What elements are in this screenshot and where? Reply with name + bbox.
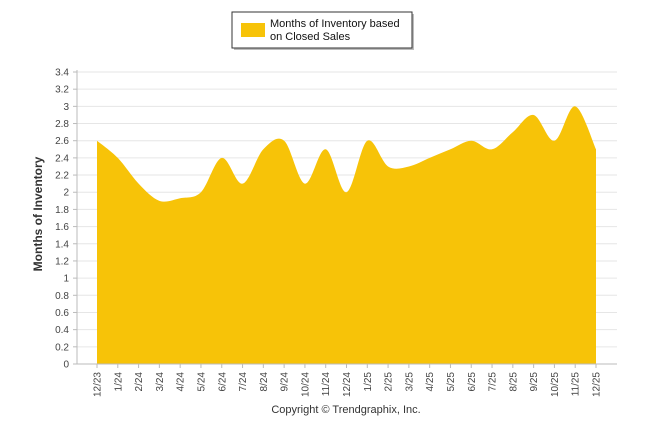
area-series-months-of-inventory — [97, 106, 596, 364]
y-tick-label: 0.2 — [55, 342, 69, 353]
x-tick-label: 4/24 — [176, 372, 187, 392]
x-tick-label: 4/25 — [425, 372, 436, 392]
y-tick-label: 1.2 — [55, 256, 69, 267]
legend-swatch — [241, 23, 265, 37]
x-tick-label: 10/24 — [300, 372, 311, 397]
x-tick-label: 6/24 — [217, 372, 228, 392]
x-tick-label: 2/24 — [134, 372, 145, 392]
x-tick-label: 1/24 — [113, 372, 124, 392]
y-tick-label: 1 — [63, 274, 69, 285]
x-tick-label: 8/25 — [508, 372, 519, 392]
y-tick-label: 2.8 — [55, 119, 69, 130]
y-tick-label: 3.2 — [55, 85, 69, 96]
x-tick-label: 8/24 — [259, 372, 270, 392]
y-axis-ticks: 0 0.2 0.4 0.6 0.8 1 1.2 1.4 1.6 1.8 2 2.2 2.4 2.6 2.8 3… — [55, 68, 77, 371]
y-tick-label: 3.4 — [55, 68, 69, 79]
x-tick-label: 5/24 — [196, 372, 207, 392]
x-tick-label: 12/23 — [93, 372, 104, 397]
y-axis-title: Months of Inventory — [31, 156, 45, 271]
x-tick-label: 1/25 — [363, 372, 374, 392]
x-tick-label: 6/25 — [467, 372, 478, 392]
x-tick-label: 7/24 — [238, 372, 249, 392]
legend: Months of Inventory based on Closed Sale… — [231, 11, 414, 50]
x-tick-label: 9/25 — [529, 372, 540, 392]
y-tick-label: 1.8 — [55, 205, 69, 216]
x-tick-label: 12/25 — [592, 372, 603, 397]
y-tick-label: 0.8 — [55, 291, 69, 302]
y-tick-label: 0.4 — [55, 325, 69, 336]
y-tick-label: 1.4 — [55, 239, 69, 250]
y-tick-label: 0.6 — [55, 308, 69, 319]
y-tick-label: 2.2 — [55, 171, 69, 182]
x-tick-label: 11/25 — [571, 372, 582, 397]
y-tick-label: 3 — [63, 102, 69, 113]
y-tick-label: 1.6 — [55, 222, 69, 233]
x-tick-label: 7/25 — [488, 372, 499, 392]
x-tick-label: 3/24 — [155, 372, 166, 392]
legend-label-line1: Months of Inventory based — [270, 18, 400, 30]
copyright-text: Copyright © Trendgraphix, Inc. — [271, 404, 420, 416]
x-tick-label: 11/24 — [321, 372, 332, 397]
x-tick-label: 5/25 — [446, 372, 457, 392]
x-axis-ticks: 12/23 1/24 2/24 3/24 4/24 5/24 6/24 7/24 8/24 9/2… — [93, 364, 603, 397]
x-tick-label: 9/24 — [280, 372, 291, 392]
x-tick-label: 2/25 — [384, 372, 395, 392]
x-tick-label: 3/25 — [404, 372, 415, 392]
y-tick-label: 2.6 — [55, 136, 69, 147]
legend-label-line2: on Closed Sales — [270, 31, 351, 43]
y-tick-label: 2.4 — [55, 153, 69, 164]
x-tick-label: 10/25 — [550, 372, 561, 397]
x-tick-label: 12/24 — [342, 372, 353, 397]
y-tick-label: 2 — [63, 188, 69, 199]
y-tick-label: 0 — [63, 360, 69, 371]
